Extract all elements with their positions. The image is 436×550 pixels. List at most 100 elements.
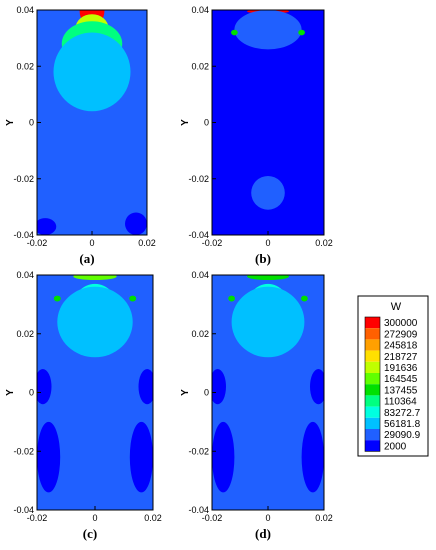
legend-label: 191636 xyxy=(384,363,418,374)
legend-label: 56181.8 xyxy=(384,419,421,430)
contour-region xyxy=(310,369,324,405)
panel-label: (c) xyxy=(83,526,97,541)
contour-field xyxy=(212,275,324,510)
y-tick-label: 0.04 xyxy=(16,5,34,15)
y-tick-label: 0 xyxy=(204,118,209,128)
x-tick-label: 0 xyxy=(265,513,270,523)
legend-label: 272909 xyxy=(384,329,418,340)
y-tick-label: 0.02 xyxy=(16,61,34,71)
legend-swatch xyxy=(365,440,380,452)
x-tick-label: -0.02 xyxy=(202,238,223,248)
y-tick-label: -0.02 xyxy=(13,446,34,456)
y-tick-label: 0.04 xyxy=(191,5,209,15)
legend-swatch xyxy=(365,384,380,396)
legend-label: 245818 xyxy=(384,341,418,352)
y-tick-label: -0.04 xyxy=(13,505,34,515)
contour-region xyxy=(57,286,133,358)
legend-swatch xyxy=(365,328,380,340)
contour-region xyxy=(138,369,153,405)
x-tick-label: -0.02 xyxy=(27,238,48,248)
y-axis-label: Y xyxy=(5,119,16,126)
x-tick-label: 0 xyxy=(92,513,97,523)
y-tick-label: -0.04 xyxy=(188,505,209,515)
contour-region xyxy=(231,29,238,36)
legend-swatch xyxy=(365,350,380,362)
y-tick-label: -0.04 xyxy=(13,230,34,240)
legend-swatch xyxy=(365,406,380,418)
legend-label: 110364 xyxy=(384,397,417,408)
contour-region xyxy=(301,295,308,302)
y-tick-label: 0.02 xyxy=(191,329,209,339)
panel-label: (a) xyxy=(79,251,94,266)
contour-region xyxy=(73,275,117,280)
x-tick-label: 0 xyxy=(89,238,94,248)
legend-label: 83272.7 xyxy=(384,408,421,419)
panel-label: (b) xyxy=(255,251,271,266)
y-tick-label: -0.02 xyxy=(188,446,209,456)
legend-label: 164545 xyxy=(384,374,418,385)
contour-field xyxy=(37,275,153,510)
contour-region xyxy=(212,421,235,493)
contour-region xyxy=(37,421,61,493)
contour-region xyxy=(301,421,324,493)
legend-swatch xyxy=(365,429,380,441)
contour-region xyxy=(37,218,57,235)
legend-label: 29090.9 xyxy=(384,430,421,441)
legend-swatch xyxy=(365,339,380,351)
x-tick-label: 0.02 xyxy=(138,238,156,248)
panel-d: 0.040.020-0.02-0.04-0.02 0 0.02Y(d) xyxy=(180,270,333,541)
y-tick-label: -0.02 xyxy=(188,174,209,184)
y-tick-label: 0.04 xyxy=(191,270,209,280)
x-tick-label: 0 xyxy=(265,238,270,248)
y-tick-label: 0.04 xyxy=(16,270,34,280)
y-tick-label: 0 xyxy=(29,388,34,398)
panel-label: (d) xyxy=(255,526,271,541)
contour-region xyxy=(234,10,302,50)
y-tick-label: 0.02 xyxy=(16,329,34,339)
x-tick-label: 0.02 xyxy=(315,513,333,523)
x-tick-label: 0.02 xyxy=(315,238,333,248)
contour-region xyxy=(129,295,137,302)
contour-region xyxy=(228,295,235,302)
contour-region xyxy=(251,175,285,210)
contour-region xyxy=(125,212,147,235)
y-tick-label: 0 xyxy=(29,118,34,128)
contour-region xyxy=(129,421,153,493)
legend-swatch xyxy=(365,395,380,407)
panel-a: 0.040.020-0.02-0.04-0.02 0 0.02Y(a) xyxy=(5,5,156,266)
panel-c: 0.040.020-0.02-0.04-0.02 0 0.02Y(c) xyxy=(5,270,162,541)
contour-region xyxy=(212,369,226,405)
legend-label: 300000 xyxy=(384,318,418,329)
contour-region xyxy=(247,275,289,280)
contour-region xyxy=(298,29,305,36)
legend-swatch xyxy=(365,373,380,385)
x-tick-label: 0.02 xyxy=(144,513,162,523)
contour-field xyxy=(37,10,147,235)
contour-region xyxy=(53,295,61,302)
legend-title: W xyxy=(391,301,402,313)
y-tick-label: -0.04 xyxy=(188,230,209,240)
y-tick-label: -0.02 xyxy=(13,174,34,184)
x-tick-label: -0.02 xyxy=(27,513,48,523)
legend-swatch xyxy=(365,317,380,329)
y-axis-label: Y xyxy=(180,119,191,126)
contour-field xyxy=(212,10,324,235)
contour-region xyxy=(67,114,117,216)
legend-label: 218727 xyxy=(384,352,418,363)
legend-label: 137455 xyxy=(384,385,418,396)
panel-b: 0.040.020-0.02-0.04-0.02 0 0.02Y(b) xyxy=(180,5,333,266)
color-legend: W 300000272909245818218727191636164545137… xyxy=(357,295,429,457)
legend-label: 2000 xyxy=(384,441,407,452)
contour-region xyxy=(53,32,131,112)
legend-swatch xyxy=(365,361,380,373)
y-tick-label: 0 xyxy=(204,388,209,398)
contour-region xyxy=(37,369,52,405)
legend-colorbar-frame xyxy=(364,316,381,452)
x-tick-label: -0.02 xyxy=(202,513,223,523)
y-tick-label: 0.02 xyxy=(191,61,209,71)
y-axis-label: Y xyxy=(5,389,16,396)
legend-swatch xyxy=(365,417,380,429)
contour-region xyxy=(231,286,305,358)
y-axis-label: Y xyxy=(180,389,191,396)
